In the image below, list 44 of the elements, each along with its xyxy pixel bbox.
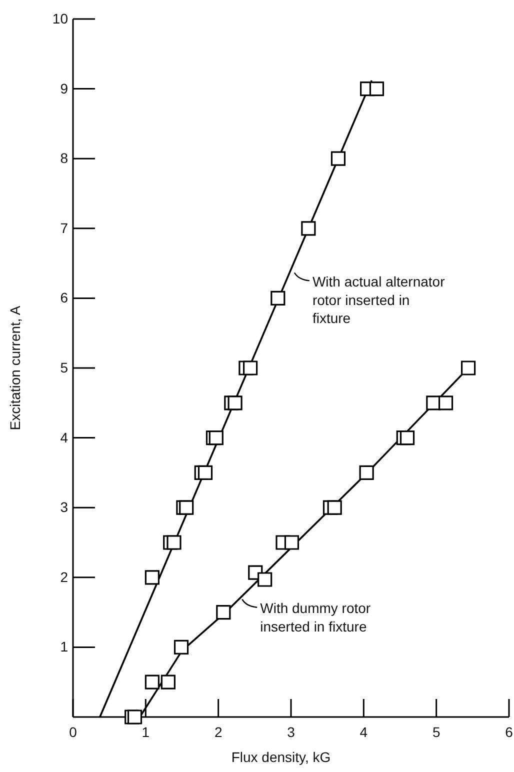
point xyxy=(438,396,454,410)
point xyxy=(243,360,258,376)
y-axis-title: Excitation current, A xyxy=(7,305,23,430)
point xyxy=(160,674,176,690)
point xyxy=(284,535,300,550)
y-tick-label: 1 xyxy=(60,638,68,655)
y-tick-label: 6 xyxy=(60,290,68,306)
point xyxy=(179,500,194,515)
point xyxy=(174,640,189,654)
point xyxy=(400,430,415,446)
y-tick-label: 8 xyxy=(60,150,68,166)
x-tick-label: 3 xyxy=(287,724,296,740)
point xyxy=(144,674,160,690)
point xyxy=(327,500,342,515)
point xyxy=(198,465,213,480)
y-tick-label: 10 xyxy=(52,10,68,26)
point xyxy=(359,465,374,480)
x-tick-label: 4 xyxy=(360,724,368,740)
y-tick-label: 3 xyxy=(60,499,68,516)
point xyxy=(228,396,242,410)
point xyxy=(127,710,142,724)
x-tick-label: 0 xyxy=(69,724,78,740)
x-tick-label: 5 xyxy=(432,724,440,740)
point xyxy=(270,290,286,306)
point xyxy=(258,572,272,587)
point xyxy=(208,430,224,446)
point xyxy=(330,151,346,166)
annotation: With dummy rotor inserted in fixture xyxy=(260,600,371,634)
x-tick-label: 2 xyxy=(214,724,222,740)
point xyxy=(144,570,160,585)
annotation: With actual alternator rotor inserted in fixture xyxy=(312,274,446,326)
x-tick-label: 1 xyxy=(142,724,150,740)
point xyxy=(216,605,231,620)
x-axis-title: Flux density, kG xyxy=(231,749,331,765)
y-tick-label: 9 xyxy=(60,80,68,96)
point xyxy=(166,535,182,550)
y-tick-label: 2 xyxy=(60,568,68,585)
point xyxy=(369,82,384,96)
y-tick-label: 7 xyxy=(60,220,68,236)
y-tick-label: 5 xyxy=(60,359,68,376)
point xyxy=(301,221,316,236)
point xyxy=(461,360,476,376)
y-tick-label: 4 xyxy=(60,429,68,446)
x-tick-label: 6 xyxy=(505,724,514,740)
